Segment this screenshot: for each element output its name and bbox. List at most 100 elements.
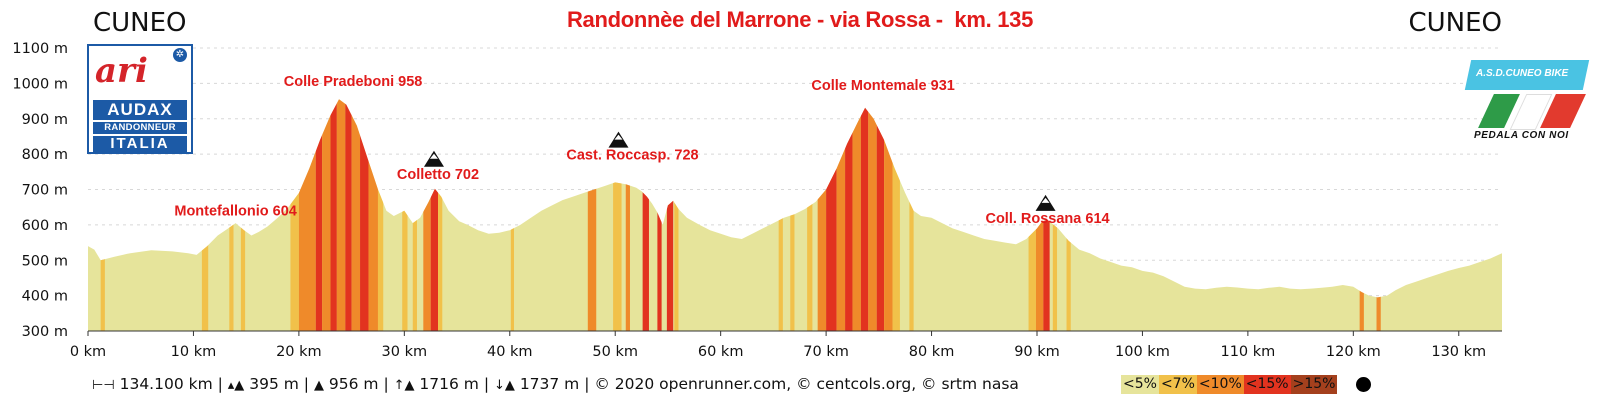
gradient-band bbox=[860, 99, 869, 331]
gradient-band bbox=[876, 99, 885, 331]
x-tick-label: 130 km bbox=[1431, 344, 1486, 360]
min-altitude-value: 395 m bbox=[249, 375, 299, 393]
gradient-band bbox=[845, 99, 853, 331]
gradient-band bbox=[674, 99, 679, 331]
peak-label: Coll. Rossana 614 bbox=[985, 211, 1109, 227]
gradient-band bbox=[909, 99, 914, 331]
gradient-band bbox=[351, 99, 361, 331]
gradient-band bbox=[817, 99, 827, 331]
legend-swatch: <5% bbox=[1121, 375, 1159, 394]
x-tick-label: 70 km bbox=[803, 344, 849, 360]
max-altitude-value: 956 m bbox=[328, 375, 379, 393]
route-stats: ⊢⊣ 134.100 km | ▴▲ 395 m | ▲ 956 m | ↑▲ … bbox=[92, 375, 1019, 393]
gradient-band bbox=[1052, 99, 1058, 331]
gradient-band bbox=[290, 99, 299, 331]
axes: 300 m 400 m 500 m 600 m 700 m 800 m 900 m 1000 … bbox=[12, 41, 1502, 360]
ascent-value: 1716 m bbox=[419, 375, 479, 393]
logo-line-1: AUDAX bbox=[93, 100, 187, 120]
gradient-band bbox=[430, 99, 439, 331]
cuneo-bike-logo: A.S.D.CUNEO BIKE PEDALA CON NOI bbox=[1464, 58, 1590, 142]
gradient-band bbox=[807, 99, 813, 331]
mountain-pass-icon bbox=[423, 150, 444, 167]
gradient-band bbox=[510, 99, 514, 331]
credits-text: © 2020 openrunner.com, © centcols.org, ©… bbox=[594, 375, 1019, 393]
gradient-legend: <5% <7% <10% <15% >15% bbox=[1121, 375, 1338, 394]
gradient-band bbox=[345, 99, 352, 331]
gradient-band bbox=[1376, 99, 1381, 331]
x-tick-label: 100 km bbox=[1115, 344, 1170, 360]
star-icon: ✲ bbox=[173, 48, 187, 62]
y-tick-label: 1100 m bbox=[12, 41, 68, 57]
y-tick-label: 800 m bbox=[22, 147, 68, 163]
logo-line-2: RANDONNEUR bbox=[93, 122, 187, 134]
gradient-band bbox=[868, 99, 877, 331]
gradient-band bbox=[625, 99, 630, 331]
ari-mark-b: i bbox=[134, 51, 148, 91]
max-altitude-icon: ▲ bbox=[313, 378, 324, 393]
gradient-band bbox=[402, 99, 408, 331]
distance-value: 134.100 km bbox=[119, 375, 213, 393]
gradient-band bbox=[201, 99, 209, 331]
end-city-label: CUNEO bbox=[1408, 8, 1502, 38]
legend-dot-icon bbox=[1356, 377, 1371, 392]
gradient-band bbox=[1028, 99, 1036, 331]
peak-label: Montefallonio 604 bbox=[174, 203, 296, 219]
gradient-band bbox=[613, 99, 622, 331]
y-tick-label: 900 m bbox=[22, 112, 68, 128]
gradient-band bbox=[884, 99, 893, 331]
gradient-band bbox=[826, 99, 837, 331]
gradient-band bbox=[423, 99, 431, 331]
gradient-band bbox=[330, 99, 337, 331]
x-tick-label: 50 km bbox=[592, 344, 638, 360]
chart-title: Randonnèe del Marrone - via Rossa - km. … bbox=[566, 7, 1034, 32]
legend-swatch: <7% bbox=[1158, 375, 1197, 394]
gradient-band bbox=[322, 99, 331, 331]
y-tick-label: 500 m bbox=[22, 253, 68, 269]
logo-tagline: PEDALA CON NOI bbox=[1474, 130, 1569, 141]
peak-annotations: Colle Pradeboni 958 Colletto 702 Montefall… bbox=[174, 74, 1109, 227]
gradient-band bbox=[836, 99, 846, 331]
y-tick-label: 600 m bbox=[22, 218, 68, 234]
descent-icon: ↓▲ bbox=[493, 378, 515, 393]
x-tick-label: 120 km bbox=[1326, 344, 1381, 360]
ascent-icon: ↑▲ bbox=[393, 378, 415, 393]
gradient-band bbox=[336, 99, 346, 331]
y-tick-label: 1000 m bbox=[12, 76, 68, 92]
x-tick-label: 110 km bbox=[1220, 344, 1275, 360]
x-tick-label: 0 km bbox=[70, 344, 106, 360]
start-city-label: CUNEO bbox=[93, 8, 187, 38]
x-tick-label: 10 km bbox=[171, 344, 217, 360]
x-tick-label: 60 km bbox=[698, 344, 744, 360]
gradient-band bbox=[377, 99, 384, 331]
gradient-band bbox=[229, 99, 234, 331]
x-tick-label: 80 km bbox=[909, 344, 955, 360]
distance-icon: ⊢⊣ bbox=[92, 378, 115, 393]
gradient-band bbox=[360, 99, 369, 331]
x-tick-label: 30 km bbox=[382, 344, 428, 360]
legend-swatch: <10% bbox=[1196, 375, 1244, 394]
gradient-band bbox=[1066, 99, 1071, 331]
gradient-band bbox=[852, 99, 861, 331]
x-tick-label: 20 km bbox=[276, 344, 322, 360]
min-altitude-icon: ▴▲ bbox=[227, 378, 245, 393]
gradient-band bbox=[587, 99, 597, 331]
gradient-band bbox=[1043, 99, 1050, 331]
mountain-pass-icon bbox=[1035, 194, 1056, 211]
gradient-band bbox=[790, 99, 795, 331]
y-tick-label: 300 m bbox=[22, 324, 68, 340]
gradient-band bbox=[642, 99, 649, 331]
y-tick-label: 400 m bbox=[22, 289, 68, 305]
ari-mark-a: ar bbox=[95, 51, 135, 91]
x-tick-label: 90 km bbox=[1014, 344, 1060, 360]
gradient-band bbox=[892, 99, 900, 331]
logo-banner-text: A.S.D.CUNEO BIKE bbox=[1476, 68, 1569, 79]
gradient-band bbox=[315, 99, 323, 331]
gradient-band bbox=[438, 99, 443, 331]
gradient-band bbox=[1359, 99, 1364, 331]
peak-label: Cast. Roccasp. 728 bbox=[566, 148, 698, 164]
gradient-band bbox=[657, 99, 662, 331]
peak-label: Colle Pradeboni 958 bbox=[284, 74, 423, 90]
gradient-band bbox=[778, 99, 783, 331]
ari-mark: ari bbox=[95, 54, 148, 88]
